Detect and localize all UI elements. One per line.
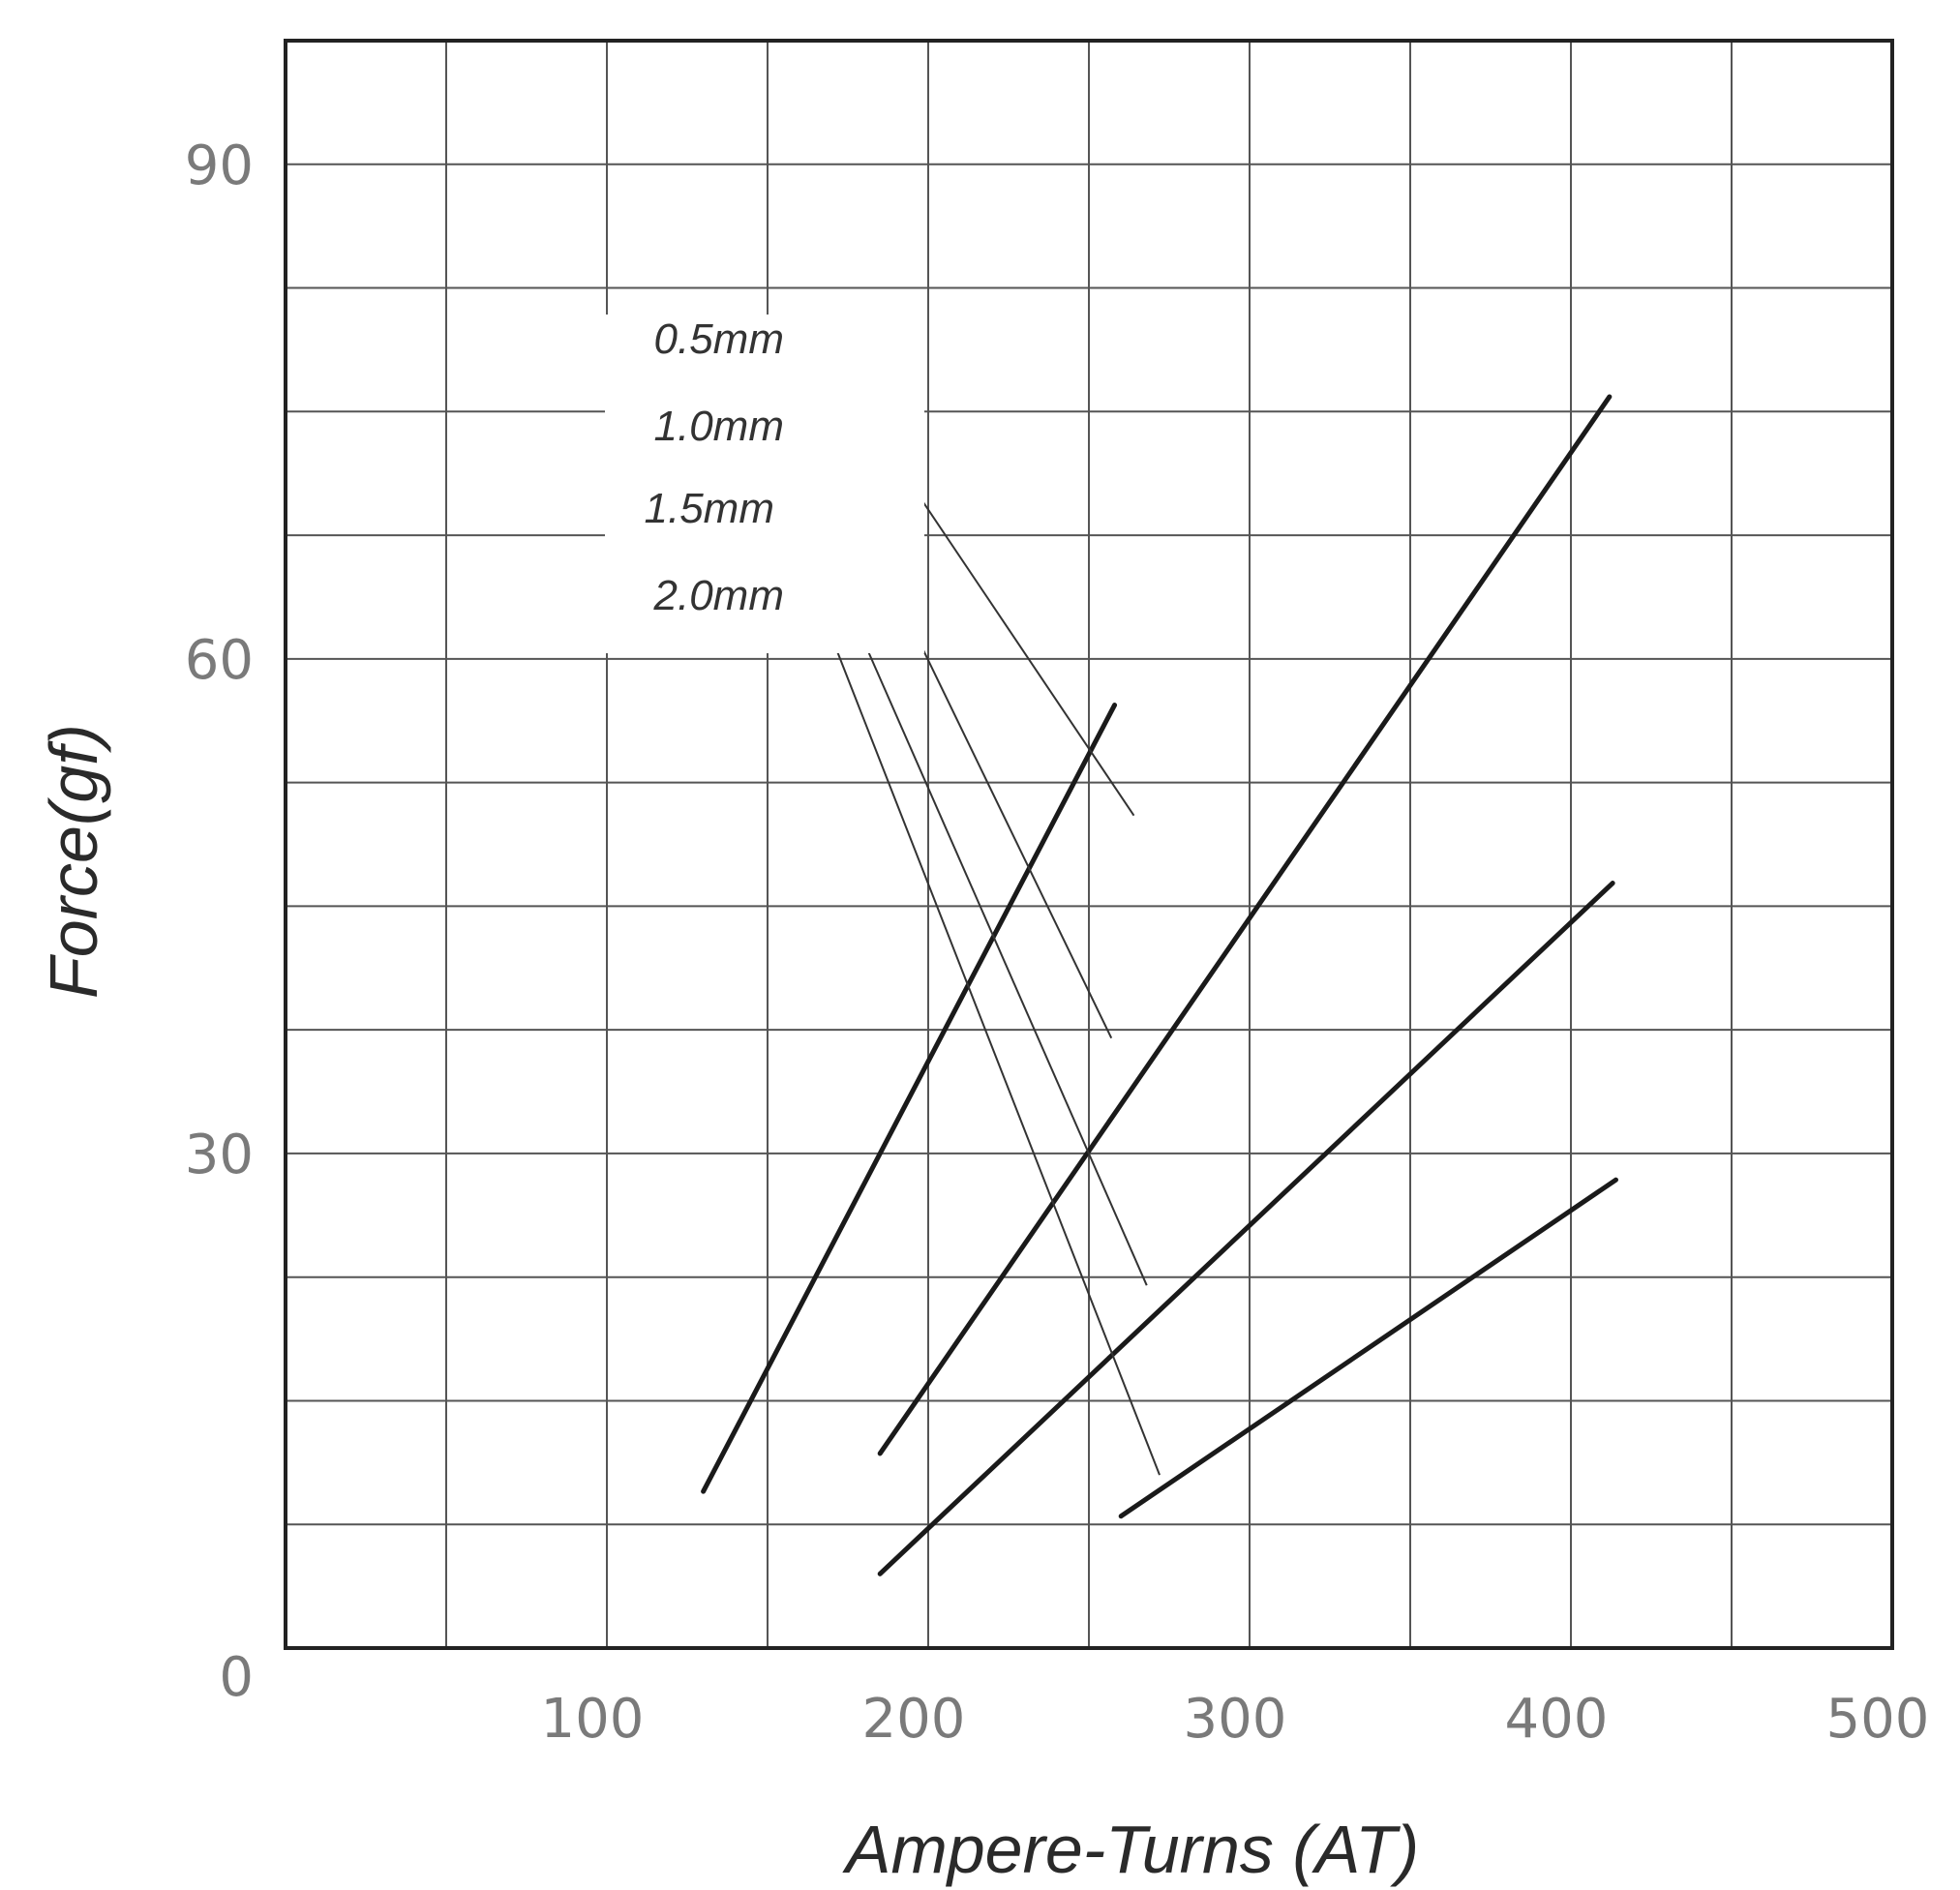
series-line-1-5mm <box>877 881 1615 1576</box>
series-label: 1.0mm <box>654 403 784 450</box>
plot-area-frame <box>284 39 1894 1650</box>
series-lines <box>701 394 1618 1576</box>
x-tick-label: 200 <box>862 1688 966 1751</box>
series-line-2-0mm <box>1118 1177 1618 1519</box>
leader-line <box>817 601 1161 1476</box>
y-tick-label: 0 <box>219 1646 254 1709</box>
y-axis-ticks: 0 30 60 90 <box>185 135 254 1709</box>
y-tick-label: 30 <box>185 1124 254 1186</box>
x-tick-label: 500 <box>1826 1688 1930 1751</box>
x-tick-label: 300 <box>1184 1688 1287 1751</box>
x-axis-ticks: 100 200 300 400 500 <box>541 1688 1930 1751</box>
series-label: 0.5mm <box>654 315 784 363</box>
y-tick-label: 90 <box>185 135 254 197</box>
x-tick-label: 400 <box>1505 1688 1609 1751</box>
series-line-0-5mm <box>701 703 1118 1494</box>
x-axis-title: Ampere-Turns (AT) <box>842 1812 1419 1887</box>
x-tick-label: 100 <box>541 1688 645 1751</box>
series-line-1-0mm <box>877 394 1613 1456</box>
series-label: 2.0mm <box>653 572 784 619</box>
y-axis-title: Force(gf) <box>36 724 111 999</box>
label-box <box>605 315 924 653</box>
y-tick-label: 60 <box>185 629 254 692</box>
grid-lines <box>286 41 1892 1648</box>
series-label: 1.5mm <box>645 485 774 532</box>
series-labels: 0.5mm 1.0mm 1.5mm 2.0mm <box>605 315 924 653</box>
